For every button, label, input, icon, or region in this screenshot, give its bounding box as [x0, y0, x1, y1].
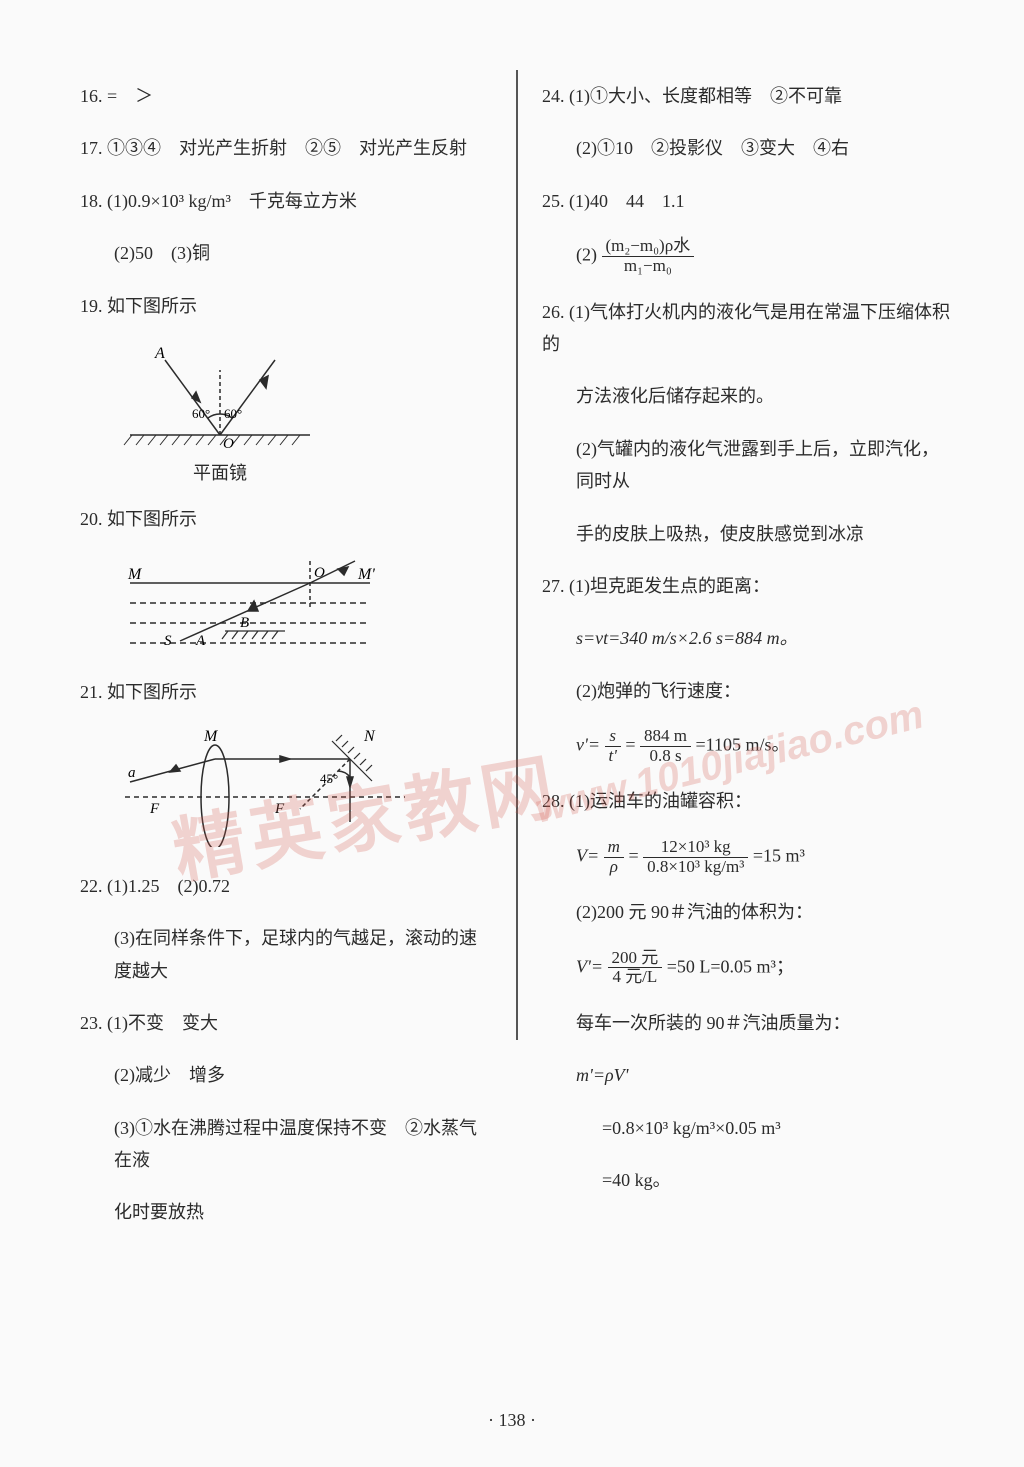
q27-f2-den: 0.8 s: [640, 747, 691, 766]
q18-1: 18. (1)0.9×10³ kg/m³ 千克每立方米: [80, 185, 492, 217]
q24-1: 24. (1)①大小、长度都相等 ②不可靠: [542, 80, 954, 112]
figure-20-refraction: M O M' S A B: [120, 553, 492, 658]
fig21-F2: F: [274, 801, 285, 817]
q28-8: =40 kg。: [542, 1164, 954, 1196]
q18-2: (2)50 (3)铜: [80, 237, 492, 269]
q28-4: V'= 200 元 4 元/L =50 L=0.05 m³；: [542, 949, 954, 987]
q23-3: (3)①水在沸腾过程中温度保持不变 ②水蒸气在液: [80, 1112, 492, 1177]
left-column: 16. = ＞ 17. ①③④ 对光产生折射 ②⑤ 对光产生反射 18. (1)…: [80, 70, 492, 1239]
q28-f2-num: 12×10³ kg: [643, 838, 748, 858]
fig20-Mp: M': [357, 566, 375, 583]
fig21-ang: 45°: [320, 771, 338, 786]
fig19-ang2: 60°: [224, 406, 242, 421]
q26-4: 手的皮肤上吸热，使皮肤感觉到冰凉: [542, 518, 954, 550]
q19: 19. 如下图所示: [80, 290, 492, 322]
q27-1: 27. (1)坦克距发生点的距离：: [542, 570, 954, 602]
q25-2: (2) (m₂−m₀)ρ水 m₁−m₀: [542, 237, 954, 275]
fig19-ang1: 60°: [192, 406, 210, 421]
q28-3: (2)200 元 90＃汽油的体积为：: [542, 896, 954, 928]
fig21-M: M: [203, 728, 219, 745]
figure-19-reflection: A 60° 60° O 平面镜: [120, 340, 492, 485]
q25-frac-num: (m₂−m₀)ρ水: [602, 237, 695, 257]
q27-f1-num: s: [605, 727, 621, 747]
q26-2: 方法液化后储存起来的。: [542, 380, 954, 412]
q25-1: 25. (1)40 44 1.1: [542, 185, 954, 217]
fig19-A: A: [154, 345, 165, 362]
fig20-M: M: [127, 566, 143, 583]
fig20-B: B: [240, 615, 249, 631]
q28-f1-num: m: [604, 838, 624, 858]
fig21-F1: F: [149, 801, 160, 817]
q27-4-eq: =: [625, 734, 635, 754]
q23-4: 化时要放热: [80, 1196, 492, 1228]
q25-2-pre: (2): [576, 244, 597, 264]
q27-f1-den: t': [605, 747, 621, 766]
q26-1: 26. (1)气体打火机内的液化气是用在常温下压缩体积的: [542, 296, 954, 361]
q28-7: =0.8×10³ kg/m³×0.05 m³: [542, 1112, 954, 1144]
figure-21-lens: M N a F F 45°: [120, 727, 492, 852]
q22-1: 22. (1)1.25 (2)0.72: [80, 870, 492, 902]
fig20-S: S: [164, 633, 172, 649]
q28-2-post: =15 m³: [753, 845, 805, 865]
q28-f2-den: 0.8×10³ kg/m³: [643, 858, 748, 877]
q17: 17. ①③④ 对光产生折射 ②⑤ 对光产生反射: [80, 132, 492, 164]
fig21-a: a: [128, 765, 136, 781]
q28-f3-num: 200 元: [608, 949, 663, 969]
q28-6: m'=ρV': [542, 1059, 954, 1091]
q27-2: s=vt=340 m/s×2.6 s=884 m。: [542, 622, 954, 654]
right-column: 24. (1)①大小、长度都相等 ②不可靠 (2)①10 ②投影仪 ③变大 ④右…: [542, 70, 954, 1239]
q25-frac-den: m₁−m₀: [602, 257, 695, 276]
column-divider: [516, 70, 518, 1040]
q28-2: V= m ρ = 12×10³ kg 0.8×10³ kg/m³ =15 m³: [542, 838, 954, 876]
q27-4-pre: v'=: [576, 734, 600, 754]
q28-4-pre: V'=: [576, 956, 603, 976]
q23-2: (2)减少 增多: [80, 1059, 492, 1091]
q27-3: (2)炮弹的飞行速度：: [542, 675, 954, 707]
q24-2: (2)①10 ②投影仪 ③变大 ④右: [542, 132, 954, 164]
q28-f3-den: 4 元/L: [608, 968, 663, 987]
q27-4-post: =1105 m/s。: [696, 734, 790, 754]
q28-f1-den: ρ: [604, 858, 624, 877]
q21: 21. 如下图所示: [80, 676, 492, 708]
q26-3: (2)气罐内的液化气泄露到手上后，立即汽化，同时从: [542, 433, 954, 498]
q22-2: (3)在同样条件下，足球内的气越足，滚动的速度越大: [80, 922, 492, 987]
q20: 20. 如下图所示: [80, 503, 492, 535]
q28-2-pre: V=: [576, 845, 599, 865]
q23-1: 23. (1)不变 变大: [80, 1007, 492, 1039]
fig19-O: O: [223, 436, 234, 452]
q28-5: 每车一次所装的 90＃汽油质量为：: [542, 1007, 954, 1039]
q16: 16. = ＞: [80, 80, 492, 112]
q28-1: 28. (1)运油车的油罐容积：: [542, 785, 954, 817]
fig20-O: O: [314, 565, 325, 581]
q28-4-post: =50 L=0.05 m³；: [667, 956, 794, 976]
fig20-A: A: [195, 633, 206, 649]
q27-4: v'= s t' = 884 m 0.8 s =1105 m/s。: [542, 727, 954, 765]
q28-2-eq: =: [628, 845, 638, 865]
fig19-caption: 平面镜: [120, 459, 320, 485]
q27-f2-num: 884 m: [640, 727, 691, 747]
page-number: · 138 ·: [0, 1410, 1024, 1431]
fig21-N: N: [363, 728, 376, 745]
